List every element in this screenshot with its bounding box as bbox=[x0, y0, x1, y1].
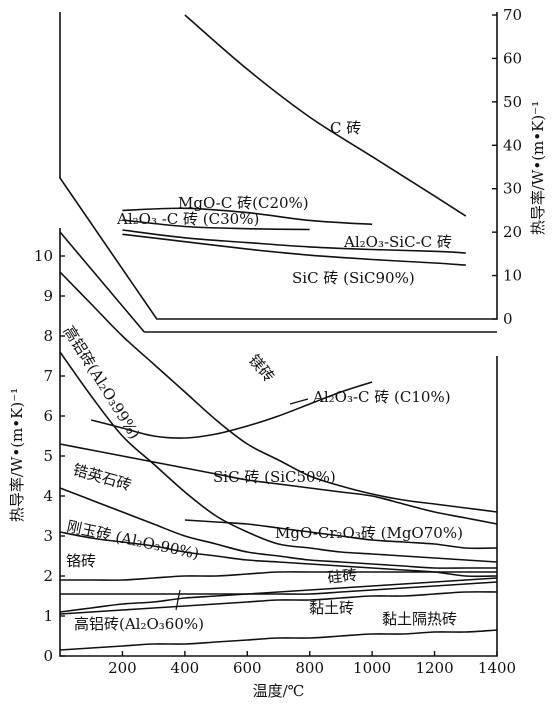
lower-series-label-3: SiC 砖 (SiC50%) bbox=[213, 468, 336, 486]
upper-y-tick-label: 30 bbox=[503, 180, 522, 198]
lower-y-tick-label: 4 bbox=[43, 487, 53, 505]
series-curves bbox=[59, 14, 498, 651]
upper-series-line-0 bbox=[184, 14, 467, 217]
upper-y-tick-label: 50 bbox=[503, 93, 522, 111]
lower-series-label-4: 锆英石砖 bbox=[71, 461, 134, 495]
lower-y-tick-label: 6 bbox=[43, 407, 53, 425]
lower-series-label-8: 硅砖 bbox=[327, 566, 359, 587]
lower-series-line-10 bbox=[60, 581, 498, 595]
upper-series-label-1: MgO-C 砖(C20%) bbox=[178, 194, 309, 212]
axis-titles: 温度/℃ 热导率/W•(m•K)⁻¹ 热导率/W•(m•K)⁻¹ bbox=[8, 101, 547, 700]
x-tick-label: 1000 bbox=[353, 659, 391, 677]
upper-y-tick-label: 70 bbox=[503, 6, 522, 24]
upper-series-line-2 bbox=[122, 219, 310, 231]
lower-y-tick-label: 10 bbox=[34, 247, 53, 265]
lower-series-label-2: Al₂O₃-C 砖 (C10%) bbox=[312, 388, 451, 406]
x-tick-label: 800 bbox=[295, 659, 324, 677]
x-tick-label: 200 bbox=[108, 659, 137, 677]
lower-series-line-2 bbox=[91, 381, 373, 439]
x-tick-label: 600 bbox=[233, 659, 262, 677]
upper-y-tick-label: 0 bbox=[503, 310, 513, 328]
label-leader-line bbox=[289, 398, 309, 405]
axis-ticks: 0 1 2 3 4 5 6 7 8 9 10 200 400 600 800 1000 1200 1400 0 10 2… bbox=[34, 6, 522, 677]
lower-panel-frame bbox=[59, 228, 498, 657]
lower-series-label-1: 高铝砖(Al₂O₃99%) bbox=[60, 323, 144, 443]
lower-series-label-10: 高铝砖(Al₂O₃60%) bbox=[74, 615, 204, 633]
upper-series-line-1 bbox=[122, 207, 373, 226]
lower-y-tick-label: 2 bbox=[43, 567, 53, 585]
label-leader-line bbox=[175, 589, 181, 611]
lower-y-axis-title: 热导率/W•(m•K)⁻¹ bbox=[8, 388, 26, 522]
upper-series-label-2: Al₂O₃ -C 砖 (C30%) bbox=[116, 210, 259, 228]
x-tick-label: 400 bbox=[171, 659, 200, 677]
lower-series-line-9 bbox=[59, 591, 498, 615]
upper-series-label-4: SiC 砖 (SiC90%) bbox=[292, 269, 415, 287]
lower-y-tick-label: 9 bbox=[43, 287, 53, 305]
upper-series-line-3 bbox=[122, 229, 466, 254]
upper-y-tick-label: 40 bbox=[503, 136, 522, 154]
panel-divider-line bbox=[59, 231, 145, 333]
lower-series-label-11: 黏土隔热砖 bbox=[382, 610, 457, 628]
lower-series-line-5 bbox=[184, 519, 498, 550]
upper-series-line-4 bbox=[122, 233, 466, 266]
lower-series-line-4 bbox=[59, 487, 497, 569]
lower-y-tick-label: 7 bbox=[43, 367, 53, 385]
chart-frames bbox=[59, 12, 498, 657]
x-tick-label: 1400 bbox=[478, 659, 516, 677]
lower-series-line-8 bbox=[59, 577, 498, 613]
lower-y-tick-label: 3 bbox=[43, 527, 53, 545]
lower-y-tick-label: 8 bbox=[43, 327, 53, 345]
x-axis-title: 温度/℃ bbox=[253, 682, 305, 700]
lower-y-tick-label: 1 bbox=[43, 607, 53, 625]
lower-y-tick-label: 0 bbox=[43, 647, 53, 665]
lower-series-line-0 bbox=[59, 271, 498, 513]
lower-series-line-3 bbox=[59, 443, 498, 525]
lower-y-tick-label: 5 bbox=[43, 447, 53, 465]
upper-y-axis-title: 热导率/W•(m•K)⁻¹ bbox=[529, 101, 547, 235]
lower-series-line-1 bbox=[59, 351, 498, 563]
upper-panel-frame bbox=[59, 12, 498, 320]
lower-series-label-7: 铬砖 bbox=[66, 552, 96, 570]
lower-series-label-9: 黏土砖 bbox=[309, 599, 354, 617]
upper-y-tick-label: 60 bbox=[503, 49, 522, 67]
upper-y-tick-label: 10 bbox=[503, 267, 522, 285]
lower-series-label-0: 镁砖 bbox=[245, 351, 278, 386]
x-tick-label: 1200 bbox=[415, 659, 453, 677]
lower-series-line-7 bbox=[60, 571, 497, 581]
upper-series-label-0: C 砖 bbox=[330, 119, 361, 137]
upper-series-label-3: Al₂O₃-SiC-C 砖 bbox=[343, 233, 452, 251]
lower-series-label-5: MgO-Cr₂O₃砖 (MgO70%) bbox=[275, 524, 463, 542]
lower-series-line-11 bbox=[59, 629, 498, 651]
upper-y-tick-label: 20 bbox=[503, 223, 522, 241]
